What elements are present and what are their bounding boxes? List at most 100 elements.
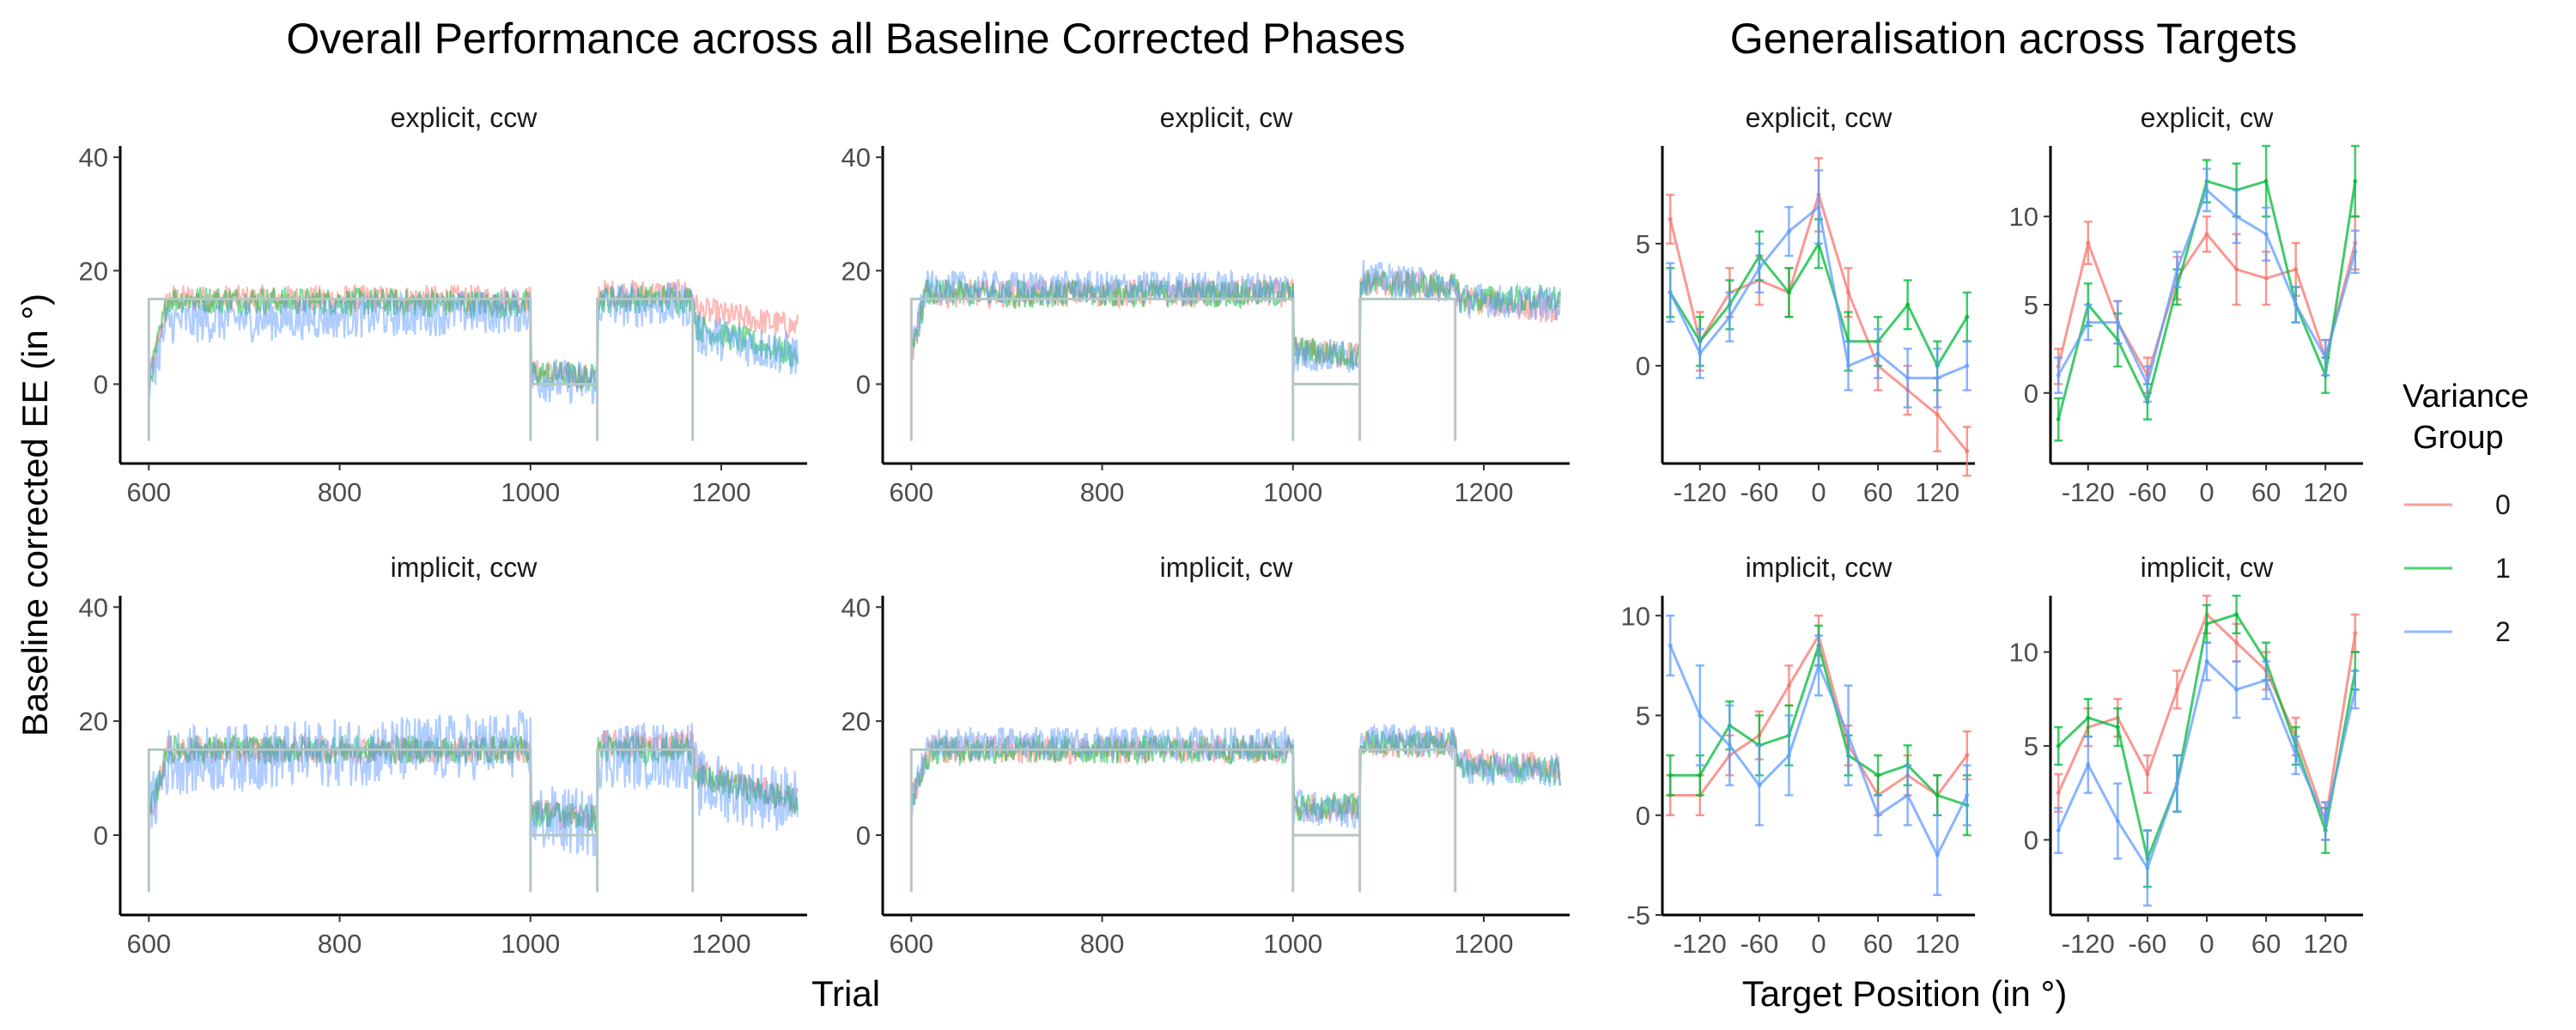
panel-title: explicit, ccw <box>391 102 538 133</box>
data-point <box>1786 753 1791 758</box>
data-point <box>2204 232 2209 237</box>
title-performance: Overall Performance across all Baseline … <box>286 15 1405 63</box>
data-point <box>2115 819 2120 824</box>
y-tick-label: 20 <box>79 706 108 736</box>
data-point <box>1668 290 1673 295</box>
x-tick-label: 1000 <box>1263 929 1322 959</box>
y-tick-label: 40 <box>841 142 871 173</box>
x-tick-label: 60 <box>2251 477 2281 507</box>
data-point <box>2145 865 2150 870</box>
panel-generalisation-explicit-cw: explicit, cw 0 5 10 -120 -60 0 60 120 <box>2009 102 2363 507</box>
data-point <box>1875 351 1880 356</box>
panel-generalisation-explicit-ccw: explicit, ccw 0 5 -120 -60 0 60 120 <box>1636 102 1975 507</box>
y-tick-label: 0 <box>94 821 108 851</box>
y-tick-label: 5 <box>2024 290 2038 320</box>
data-point <box>2263 232 2269 237</box>
y-tick-label: 20 <box>841 256 871 286</box>
legend-item-0: 0 <box>2404 489 2511 520</box>
data-point <box>1965 793 1970 797</box>
legend-item-1: 1 <box>2404 553 2511 584</box>
y-tick-label: 0 <box>856 370 871 400</box>
x-tick-label: 1000 <box>1263 477 1322 507</box>
rotation-schedule-line <box>909 748 1457 893</box>
data-point <box>2293 267 2299 272</box>
x-tick-label: 800 <box>1080 477 1125 507</box>
data-point <box>1727 742 1732 748</box>
data-point <box>1757 265 1762 270</box>
series-line-2 <box>2057 658 2357 871</box>
legend-title-line2: Group <box>2413 420 2504 456</box>
x-axis-label-target: Target Position (in °) <box>1742 973 2068 1014</box>
data-point <box>2323 819 2328 824</box>
data-point <box>1786 229 1791 234</box>
data-point <box>2353 179 2358 184</box>
x-tick-label: 1200 <box>692 477 751 507</box>
x-tick-label: 120 <box>2303 929 2348 959</box>
panel-title: implicit, cw <box>2141 552 2275 583</box>
data-point <box>1816 663 1821 668</box>
data-point <box>1846 363 1851 368</box>
data-point <box>1727 314 1732 319</box>
x-tick-label: -60 <box>1740 929 1778 959</box>
data-point <box>1786 290 1791 295</box>
x-tick-label: 0 <box>2199 929 2214 959</box>
panel-title: implicit, ccw <box>1746 552 1893 583</box>
data-point <box>2056 743 2061 748</box>
data-point <box>1668 643 1673 648</box>
data-point <box>1816 204 1821 209</box>
data-point <box>1786 683 1791 688</box>
x-tick-label: 800 <box>318 929 362 959</box>
y-tick-label: 0 <box>1636 351 1650 381</box>
panel-generalisation-implicit-ccw: implicit, ccw -5 0 5 10 -120 -60 0 60 120 <box>1621 552 1975 959</box>
y-tick-label: -5 <box>1626 900 1650 930</box>
data-point <box>1965 449 1970 454</box>
x-tick-label: 120 <box>1915 477 1959 507</box>
data-point <box>2174 781 2179 786</box>
data-point <box>1668 772 1673 778</box>
x-tick-label: 600 <box>126 929 171 959</box>
y-tick-label: 10 <box>2009 202 2038 232</box>
data-point <box>2353 687 2358 692</box>
data-point <box>2056 828 2061 833</box>
data-point <box>1905 793 1911 797</box>
x-tick-label: 0 <box>1811 929 1826 959</box>
data-point <box>1965 363 1970 368</box>
y-tick-label: 0 <box>2024 825 2038 855</box>
x-tick-label: 1200 <box>1455 477 1514 507</box>
x-tick-label: -120 <box>1674 477 1727 507</box>
panel-title: implicit, ccw <box>391 552 538 583</box>
y-tick-label: 40 <box>79 592 108 622</box>
x-tick-label: 600 <box>889 477 933 507</box>
data-point <box>1757 783 1762 788</box>
title-generalisation: Generalisation across Targets <box>1730 15 2298 63</box>
data-point <box>1935 412 1940 417</box>
data-point <box>2204 187 2209 192</box>
data-point <box>2086 715 2091 720</box>
legend-label: 2 <box>2495 616 2511 647</box>
data-point <box>1875 772 1880 778</box>
panel-performance-implicit-cw: implicit, cw 0 20 40 600 800 1000 1200 <box>841 552 1570 959</box>
data-point <box>2323 355 2328 360</box>
data-point <box>2086 762 2091 767</box>
x-tick-label: 600 <box>889 929 933 959</box>
data-point <box>1846 290 1851 295</box>
panel-performance-explicit-ccw: explicit, ccw 0 20 40 600 800 1000 1200 <box>79 102 807 507</box>
data-point <box>1905 375 1911 380</box>
y-tick-label: 10 <box>2009 638 2038 668</box>
y-tick-label: 20 <box>841 706 871 736</box>
data-point <box>1846 733 1851 738</box>
y-tick-label: 20 <box>79 256 108 286</box>
data-point <box>1905 302 1911 307</box>
data-point <box>2263 179 2269 184</box>
panel-title: explicit, ccw <box>1746 102 1893 133</box>
data-point <box>1935 852 1940 857</box>
x-tick-label: -60 <box>2128 477 2166 507</box>
data-point <box>2056 417 2061 422</box>
y-tick-label: 5 <box>2024 731 2038 761</box>
x-tick-label: 600 <box>126 477 171 507</box>
data-point <box>2174 267 2179 272</box>
y-tick-label: 40 <box>79 142 108 173</box>
data-point <box>2174 687 2179 692</box>
data-point <box>2353 631 2358 636</box>
data-point <box>1698 772 1703 778</box>
